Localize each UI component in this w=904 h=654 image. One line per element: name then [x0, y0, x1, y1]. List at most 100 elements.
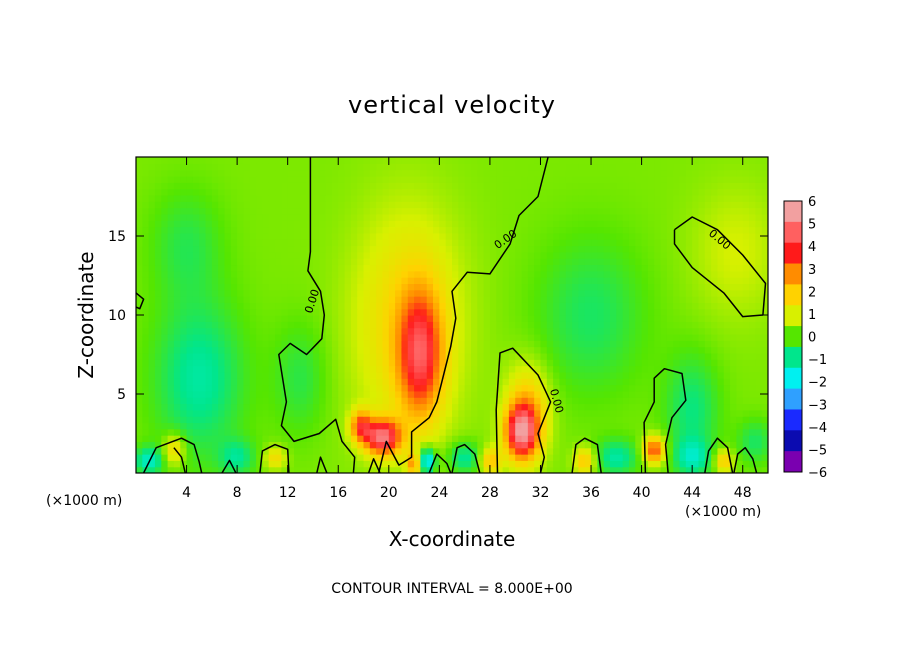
heatmap-cell	[136, 201, 143, 209]
heatmap-cell	[477, 213, 485, 221]
heatmap-cell	[692, 321, 700, 329]
heatmap-cell	[224, 466, 232, 473]
heatmap-cell	[414, 422, 421, 430]
heatmap-cell	[527, 302, 535, 310]
heatmap-cell	[363, 428, 371, 436]
heatmap-cell	[243, 157, 251, 164]
heatmap-cell	[306, 403, 314, 411]
heatmap-cell	[660, 308, 668, 316]
heatmap-cell	[256, 460, 263, 468]
heatmap-cell	[426, 264, 434, 272]
heatmap-cell	[711, 163, 719, 171]
heatmap-cell	[180, 321, 188, 329]
heatmap-cell	[325, 416, 333, 424]
heatmap-cell	[268, 346, 276, 354]
heatmap-cell	[761, 175, 768, 183]
heatmap-cell	[540, 264, 548, 272]
heatmap-cell	[527, 447, 535, 455]
heatmap-cell	[534, 188, 542, 196]
heatmap-cell	[237, 308, 245, 316]
heatmap-cell	[306, 466, 314, 473]
heatmap-cell	[230, 441, 238, 449]
heatmap-cell	[723, 258, 731, 266]
heatmap-cell	[559, 397, 567, 405]
heatmap-cell	[521, 283, 529, 291]
heatmap-cell	[154, 213, 162, 221]
heatmap-cell	[161, 245, 169, 253]
heatmap-cell	[736, 207, 744, 215]
heatmap-cell	[218, 251, 226, 259]
heatmap-cell	[325, 333, 333, 341]
heatmap-cell	[458, 277, 466, 284]
heatmap-cell	[331, 245, 339, 253]
heatmap-cell	[508, 346, 516, 354]
heatmap-cell	[572, 258, 579, 266]
heatmap-cell	[433, 277, 440, 284]
heatmap-cell	[578, 371, 586, 379]
heatmap-cell	[502, 277, 510, 284]
heatmap-cell	[230, 220, 238, 228]
heatmap-cell	[565, 378, 573, 386]
heatmap-cell	[268, 403, 276, 411]
heatmap-cell	[559, 346, 567, 354]
heatmap-cell	[275, 454, 282, 461]
heatmap-cell	[445, 296, 453, 303]
heatmap-cell	[433, 333, 440, 341]
heatmap-cell	[281, 194, 289, 202]
heatmap-cell	[420, 340, 428, 348]
heatmap-cell	[357, 277, 365, 284]
heatmap-cell	[546, 346, 554, 354]
heatmap-cell	[553, 340, 561, 348]
heatmap-cell	[376, 454, 384, 461]
heatmap-cell	[268, 441, 276, 449]
heatmap-cell	[572, 296, 579, 303]
heatmap-cell	[565, 352, 573, 360]
heatmap-cell	[572, 460, 579, 468]
heatmap-cell	[565, 239, 573, 247]
heatmap-cell	[420, 163, 428, 171]
heatmap-cell	[344, 378, 352, 386]
heatmap-cell	[458, 296, 466, 303]
heatmap-cell	[761, 340, 768, 348]
heatmap-cell	[224, 289, 232, 297]
heatmap-cell	[388, 340, 396, 348]
heatmap-cell	[154, 365, 162, 373]
heatmap-cell	[736, 441, 744, 449]
heatmap-cell	[704, 359, 712, 367]
heatmap-cell	[711, 397, 719, 405]
heatmap-cell	[572, 384, 579, 392]
heatmap-cell	[331, 409, 339, 417]
heatmap-cell	[281, 308, 289, 316]
heatmap-cell	[452, 232, 459, 240]
heatmap-cell	[572, 169, 579, 177]
heatmap-cell	[489, 163, 497, 171]
heatmap-cell	[553, 416, 561, 424]
heatmap-cell	[635, 327, 643, 335]
heatmap-cell	[262, 359, 270, 367]
heatmap-cell	[540, 390, 548, 398]
heatmap-cell	[597, 346, 605, 354]
heatmap-cell	[205, 346, 213, 354]
heatmap-cell	[407, 333, 415, 341]
heatmap-cell	[306, 416, 314, 424]
heatmap-cell	[749, 258, 756, 266]
heatmap-cell	[445, 182, 453, 190]
heatmap-cell	[508, 359, 516, 367]
heatmap-cell	[338, 447, 346, 455]
heatmap-cell	[199, 428, 207, 436]
heatmap-cell	[199, 157, 207, 164]
heatmap-cell	[218, 182, 226, 190]
heatmap-cell	[534, 333, 542, 341]
heatmap-cell	[167, 409, 175, 417]
heatmap-cell	[591, 460, 598, 468]
heatmap-cell	[407, 460, 415, 468]
heatmap-cell	[344, 264, 352, 272]
heatmap-cell	[382, 264, 390, 272]
heatmap-cell	[173, 460, 181, 468]
heatmap-cell	[167, 308, 175, 316]
heatmap-cell	[357, 163, 365, 171]
heatmap-cell	[742, 289, 750, 297]
heatmap-cell	[407, 207, 415, 215]
heatmap-cell	[578, 258, 586, 266]
heatmap-cell	[470, 302, 478, 310]
